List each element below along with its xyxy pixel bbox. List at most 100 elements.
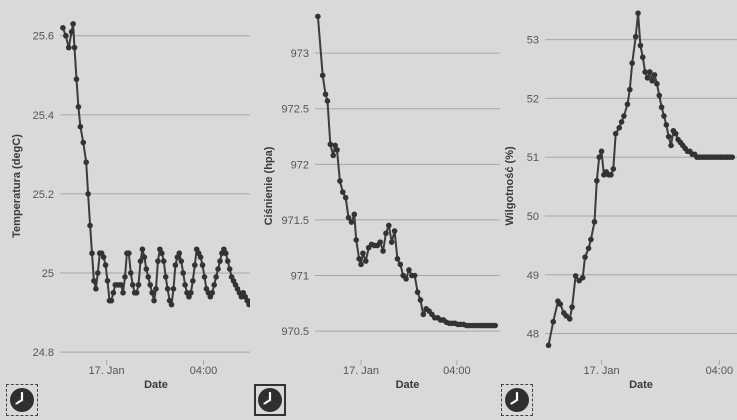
data-point: [639, 54, 646, 61]
data-point: [380, 248, 386, 254]
data-point: [164, 286, 171, 292]
data-point: [394, 256, 401, 262]
x-tick-label: 17. Jan: [583, 365, 619, 377]
data-point: [339, 189, 346, 195]
y-tick-label: 24.8: [33, 347, 54, 359]
data-point: [126, 250, 132, 257]
data-point: [162, 274, 169, 280]
data-point: [332, 142, 338, 149]
data-point: [654, 80, 660, 87]
data-point: [417, 297, 424, 303]
data-point: [337, 178, 343, 184]
data-point: [406, 267, 412, 273]
data-point: [191, 262, 198, 268]
data-point: [632, 33, 639, 40]
y-tick-label: 971: [291, 271, 309, 283]
data-point: [729, 154, 736, 160]
data-point: [566, 316, 573, 322]
data-point: [582, 254, 588, 260]
data-point: [108, 297, 115, 304]
data-point: [363, 258, 369, 264]
y-tick-label: 970.5: [281, 326, 309, 338]
time-range-button[interactable]: [254, 384, 286, 416]
data-point: [668, 142, 674, 149]
data-point: [85, 191, 91, 197]
data-point: [391, 228, 398, 234]
data-point: [383, 230, 389, 237]
data-point: [182, 282, 188, 288]
data-point: [621, 113, 627, 119]
data-point: [420, 311, 427, 318]
data-point: [104, 278, 111, 284]
data-point: [324, 98, 331, 104]
data-point: [550, 318, 557, 325]
data-point: [322, 91, 329, 98]
data-point: [351, 211, 358, 218]
data-point: [358, 261, 364, 268]
data-point: [223, 250, 229, 257]
data-point: [149, 289, 155, 296]
x-axis-title: Date: [144, 379, 168, 391]
y-tick-label: 972.5: [281, 104, 309, 116]
time-range-button[interactable]: [501, 384, 533, 416]
data-point: [629, 60, 635, 66]
clock-icon: [10, 388, 34, 412]
data-point: [73, 76, 80, 83]
data-point: [224, 258, 231, 264]
data-point: [246, 301, 250, 308]
data-point: [145, 274, 152, 280]
data-point: [176, 250, 183, 257]
y-tick-label: 972: [291, 159, 309, 171]
data-point: [334, 147, 340, 153]
time-range-button[interactable]: [6, 384, 38, 416]
y-axis-title: Ciśnienie (hpa): [263, 146, 275, 225]
data-point: [616, 125, 623, 131]
data-point: [627, 86, 633, 93]
data-point: [591, 219, 598, 225]
data-point: [137, 258, 144, 264]
x-tick-label: 04:00: [706, 365, 734, 377]
data-point: [608, 172, 614, 178]
data-point: [661, 113, 667, 119]
data-point: [70, 21, 76, 27]
plot-area: [545, 10, 736, 349]
y-axis-title: Temperatura (degC): [11, 134, 23, 238]
x-tick-label: 17. Jan: [343, 365, 379, 377]
data-point: [598, 148, 605, 155]
data-point: [665, 133, 672, 140]
data-point: [585, 245, 592, 252]
data-point: [190, 278, 196, 284]
data-point: [120, 289, 126, 296]
x-tick-label: 04:00: [443, 365, 471, 377]
y-tick-label: 50: [527, 211, 539, 223]
plot-area: [60, 21, 250, 308]
data-point: [596, 154, 602, 160]
data-point: [201, 274, 208, 280]
data-point: [635, 10, 641, 16]
data-point: [68, 28, 75, 35]
data-point: [215, 266, 221, 272]
data-point: [63, 32, 69, 39]
data-point: [77, 123, 84, 130]
data-point: [226, 266, 233, 272]
data-point: [642, 69, 648, 75]
clock-icon: [505, 388, 529, 412]
data-point: [492, 322, 499, 329]
data-point: [618, 119, 625, 125]
y-tick-label: 52: [527, 93, 539, 105]
data-point: [637, 42, 644, 49]
data-point: [624, 101, 631, 108]
data-point: [188, 289, 194, 296]
y-tick-label: 48: [527, 329, 539, 341]
pressure-chart: 970.5 971 971.5 972 972.5 973 17. Jan 04:00 Date…: [263, 13, 500, 391]
humidity-chart: 48 49 50 51 52 53 17. Jan 04:00 Date Wilgotność (…: [504, 10, 737, 391]
data-point: [403, 276, 409, 282]
data-point: [122, 274, 128, 280]
data-point: [133, 289, 140, 296]
data-point: [319, 72, 326, 79]
data-point: [139, 246, 146, 253]
data-point: [649, 77, 655, 84]
data-point: [588, 236, 594, 243]
plot-area: [315, 13, 499, 329]
